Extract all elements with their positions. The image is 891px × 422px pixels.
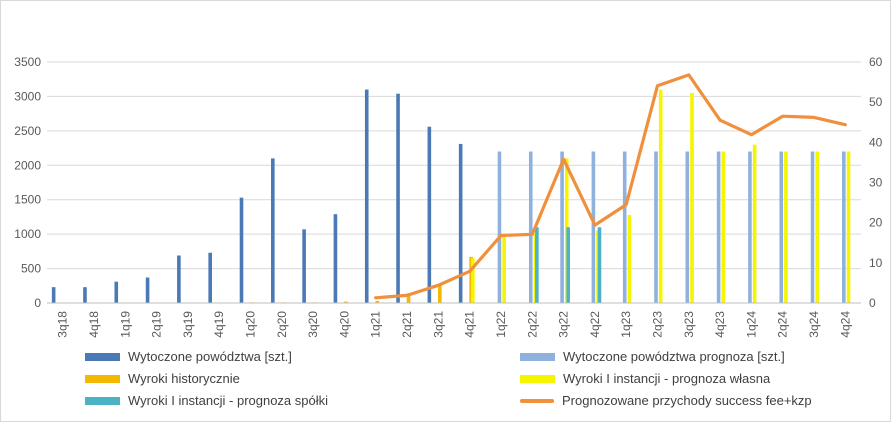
x-tick-label: 3q24 — [807, 311, 821, 338]
bar — [748, 151, 752, 303]
bar — [810, 151, 815, 303]
bar — [333, 214, 338, 303]
x-tick-label: 2q20 — [275, 311, 289, 338]
bar — [145, 277, 150, 303]
bar — [597, 227, 602, 303]
bar — [471, 258, 475, 303]
bar — [846, 151, 851, 303]
y-left-tick-label: 1500 — [14, 193, 41, 207]
bar — [627, 214, 632, 303]
series-line — [374, 73, 847, 300]
x-tick-label: 4q18 — [87, 311, 101, 338]
x-tick-label: 2q22 — [525, 311, 539, 338]
bar — [114, 281, 119, 303]
bar — [458, 143, 463, 303]
x-tick-label: 2q19 — [150, 311, 164, 338]
bar — [396, 93, 400, 303]
y-right-tick-label: 10 — [869, 256, 883, 270]
bar — [83, 287, 87, 303]
x-tick-label: 4q24 — [838, 311, 852, 338]
bar — [690, 92, 694, 303]
bar — [685, 151, 690, 303]
y-left-tick-label: 3000 — [14, 89, 41, 103]
bar — [566, 227, 570, 303]
bar — [654, 151, 658, 303]
bar — [51, 287, 56, 303]
bar — [842, 151, 846, 303]
x-tick-label: 3q19 — [181, 311, 195, 338]
bar — [177, 255, 181, 303]
x-tick-label: 4q22 — [588, 311, 602, 338]
bar — [535, 227, 539, 303]
bar — [497, 151, 502, 303]
bar — [784, 151, 788, 303]
x-tick-label: 3q20 — [306, 311, 320, 338]
y-left-tick-label: 2500 — [14, 124, 41, 138]
x-tick-label: 3q21 — [431, 311, 445, 338]
y-left-tick-label: 500 — [21, 262, 41, 276]
bar — [344, 301, 348, 303]
bar — [271, 158, 275, 303]
x-tick-label: 4q19 — [212, 311, 226, 338]
x-tick-label: 4q23 — [713, 311, 727, 338]
y-right-tick-label: 20 — [869, 216, 883, 230]
x-tick-label: 1q20 — [244, 311, 258, 338]
bar — [502, 236, 506, 303]
bar — [752, 144, 757, 303]
x-tick-label: 2q21 — [400, 311, 414, 338]
bar — [591, 151, 596, 303]
y-right-tick-label: 0 — [869, 296, 876, 310]
bar — [528, 151, 533, 303]
y-left-tick-label: 2000 — [14, 158, 41, 172]
y-right-tick-label: 40 — [869, 135, 883, 149]
x-tick-label: 4q21 — [463, 311, 477, 338]
y-right-tick-label: 50 — [869, 95, 883, 109]
bar — [815, 151, 820, 303]
x-tick-label: 1q23 — [619, 311, 633, 338]
bar — [721, 151, 726, 303]
bar — [364, 89, 369, 304]
x-tick-label: 1q22 — [494, 311, 508, 338]
y-left-tick-label: 1000 — [14, 227, 41, 241]
x-tick-label: 2q24 — [776, 311, 790, 338]
bar — [438, 283, 442, 303]
x-tick-label: 4q20 — [337, 311, 351, 338]
x-tick-label: 1q21 — [369, 311, 383, 338]
bar — [622, 151, 627, 303]
bar — [427, 126, 432, 304]
y-left-tick-label: 0 — [34, 296, 41, 310]
bar — [779, 151, 784, 303]
bar — [658, 89, 663, 304]
bar — [375, 300, 380, 303]
y-right-tick-label: 30 — [869, 176, 883, 190]
x-tick-label: 3q23 — [682, 311, 696, 338]
x-tick-label: 3q22 — [557, 311, 571, 338]
x-tick-label: 3q18 — [56, 311, 70, 338]
x-tick-label: 1q19 — [118, 311, 132, 338]
y-left-tick-label: 3500 — [14, 55, 41, 69]
bar — [302, 229, 306, 303]
x-tick-label: 1q24 — [744, 311, 758, 338]
bar — [716, 151, 721, 303]
bar — [208, 252, 212, 303]
x-tick-label: 2q23 — [651, 311, 665, 338]
bar — [406, 293, 411, 303]
bar — [560, 151, 564, 303]
bar — [239, 197, 244, 303]
y-right-tick-label: 60 — [869, 55, 883, 69]
